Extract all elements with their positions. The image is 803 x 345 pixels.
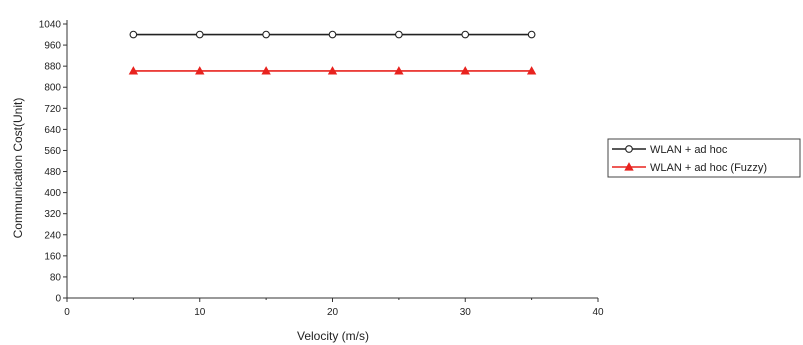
data-point — [195, 66, 205, 75]
data-point — [195, 30, 204, 39]
y-tick-label: 160 — [44, 251, 61, 262]
x-tick-label: 40 — [592, 307, 604, 318]
y-tick-label: 880 — [44, 62, 61, 73]
x-tick-label: 0 — [64, 307, 70, 318]
data-point — [129, 30, 138, 39]
y-tick-label: 720 — [44, 104, 61, 115]
data-point — [262, 30, 270, 39]
axes — [66, 20, 598, 299]
y-tick-label: 0 — [55, 294, 61, 305]
legend-marker — [625, 145, 633, 153]
series-2 — [128, 66, 537, 75]
data-point — [327, 66, 338, 75]
y-tick-label: 320 — [44, 209, 61, 220]
y-tick-label: 560 — [44, 146, 61, 157]
data-point — [394, 66, 404, 75]
y-tick-label: 640 — [44, 125, 61, 136]
legend-label: WLAN + ad hoc — [650, 144, 728, 156]
data-point — [526, 66, 537, 75]
x-tick-label: 30 — [460, 307, 472, 318]
data-point — [461, 30, 470, 39]
data-point — [261, 66, 271, 75]
data-point — [128, 66, 139, 75]
y-tick-label: 480 — [44, 167, 61, 178]
y-tick-label: 240 — [44, 230, 61, 241]
legend: WLAN + ad hoc WLAN + ad hoc (Fuzzy) — [607, 138, 801, 178]
y-tick-label: 80 — [50, 272, 62, 283]
ticks: 0 10 20 30 400801602403204004805606407208008… — [39, 20, 604, 319]
y-tick-label: 400 — [44, 188, 61, 199]
legend-box — [607, 138, 801, 178]
data-point — [527, 30, 536, 39]
legend-marker — [624, 162, 634, 171]
data-point — [460, 66, 470, 75]
y-axis-title: Communication Cost(Unit) — [11, 98, 25, 239]
y-tick-label: 960 — [44, 41, 61, 52]
legend-label: WLAN + ad hoc (Fuzzy) — [650, 162, 767, 174]
series-group — [128, 30, 537, 75]
y-tick-label: 800 — [44, 83, 61, 94]
y-tick-label: 1040 — [39, 20, 62, 31]
x-axis-title: Velocity (m/s) — [297, 329, 369, 343]
series-1 — [129, 30, 536, 39]
data-point — [328, 30, 337, 39]
data-point — [395, 30, 403, 39]
x-tick-label: 10 — [194, 307, 206, 318]
x-tick-label: 20 — [327, 307, 339, 318]
